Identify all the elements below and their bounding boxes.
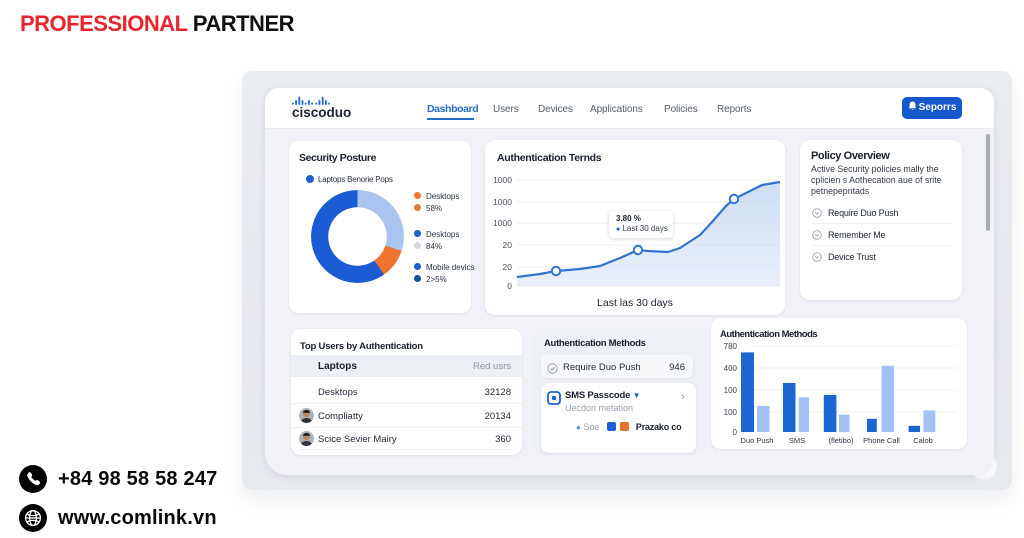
svg-text:SMS: SMS [789, 436, 805, 445]
svg-text:0: 0 [507, 281, 512, 291]
svg-text:100: 100 [724, 386, 738, 395]
svg-text:20: 20 [503, 240, 513, 250]
svg-text:1000: 1000 [493, 197, 512, 207]
svg-text:1000: 1000 [493, 175, 512, 185]
svg-text:0: 0 [733, 428, 738, 437]
svg-text:(fletibo): (fletibo) [828, 436, 854, 445]
svg-text:Calob: Calob [913, 436, 933, 445]
svg-text:20: 20 [503, 262, 513, 272]
svg-text:100: 100 [724, 408, 738, 417]
svg-text:400: 400 [724, 364, 738, 373]
svg-text:ciscoduo: ciscoduo [292, 105, 351, 120]
svg-text:Duo Push: Duo Push [741, 436, 774, 445]
svg-text:Phone Call: Phone Call [863, 436, 900, 445]
svg-text:1000: 1000 [493, 218, 512, 228]
svg-text:780: 780 [724, 342, 738, 351]
